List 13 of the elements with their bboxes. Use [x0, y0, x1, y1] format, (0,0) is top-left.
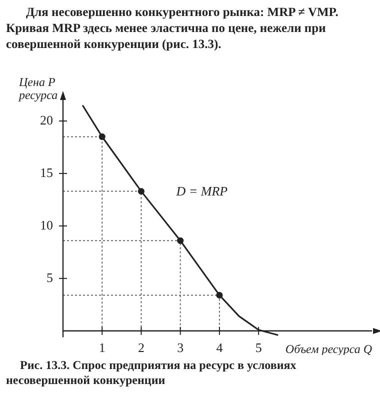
- y-tick-label: 20: [40, 112, 53, 128]
- x-tick-label: 1: [98, 340, 106, 356]
- x-tick-label: 5: [255, 340, 262, 356]
- series-label: D = MRP: [175, 183, 228, 198]
- text: Рис. 13.3. Спрос предприятия на ресурс в условиях несовершенной конкуренции: [6, 358, 298, 388]
- text: Для несовершенно конкурентного рынка: MRP ≠ VMP. Кривая MRP здесь менее эластична по цене, нежели при совершенной конкуренции (рис. 13.3).: [6, 4, 340, 52]
- y-tick-label: 10: [40, 217, 53, 232]
- x-tick-label: 4: [216, 340, 224, 356]
- y-axis-title: Цена P ресурса: [18, 75, 58, 102]
- x-tick-label: 2: [138, 340, 144, 356]
- y-tick-label: 15: [40, 164, 53, 180]
- x-tick-label: 3: [177, 340, 184, 356]
- y-tick-label: 5: [46, 270, 53, 285]
